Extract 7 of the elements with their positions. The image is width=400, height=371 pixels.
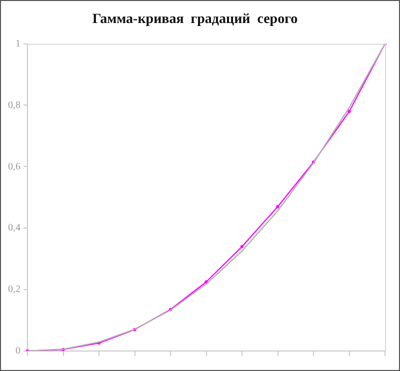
y-tick-label: 0,8 [8, 100, 20, 111]
chart-title: Гамма-кривая градаций серого [92, 12, 298, 28]
y-tick-label: 0,6 [8, 161, 20, 172]
y-tick-label: 0 [16, 346, 20, 357]
y-tick-label: 1 [16, 38, 20, 50]
y-tick-label: 0,2 [8, 284, 20, 296]
y-tick-label: 0,4 [8, 222, 20, 234]
